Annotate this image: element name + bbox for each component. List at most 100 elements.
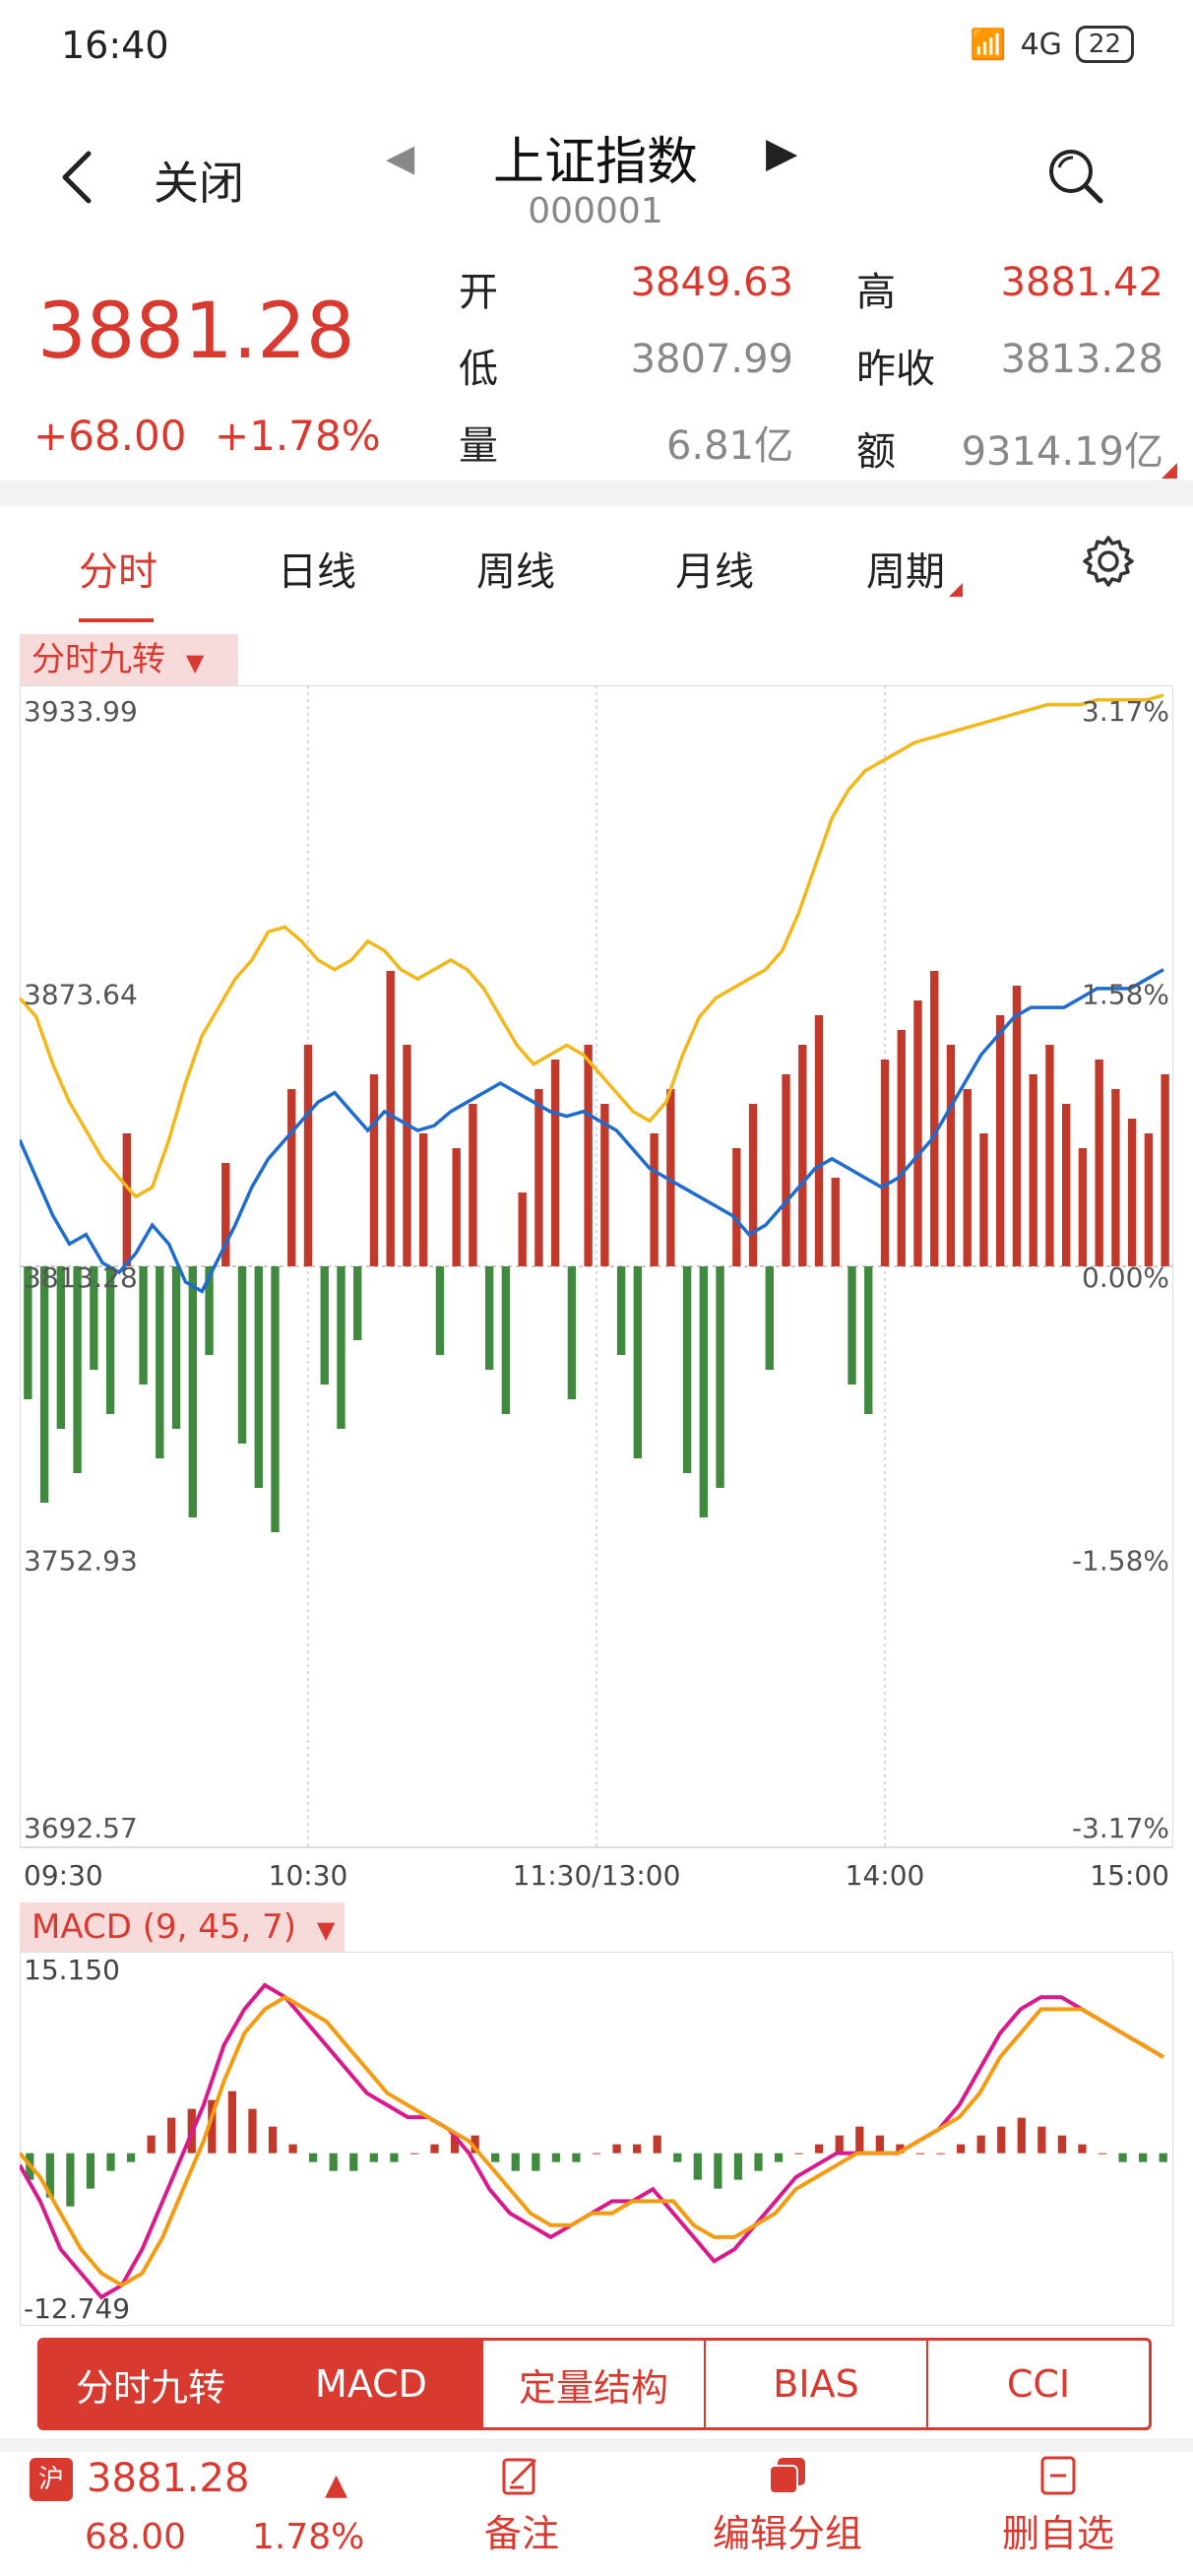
volume-bar bbox=[880, 1060, 890, 1266]
tab-intraday[interactable]: 分时 bbox=[79, 549, 157, 595]
indicator-selector-main[interactable]: 分时九转 ▼ bbox=[20, 634, 238, 685]
current-price: 3881.28 bbox=[37, 288, 355, 376]
section-divider bbox=[0, 481, 1193, 506]
period-corner-icon bbox=[949, 583, 963, 597]
tab-daily[interactable]: 日线 bbox=[278, 549, 356, 595]
volume-bar bbox=[73, 1266, 82, 1473]
ind-tab-ninerev[interactable]: 分时九转 bbox=[40, 2341, 261, 2427]
volume-bar bbox=[386, 971, 395, 1266]
low-value: 3807.99 bbox=[630, 337, 793, 382]
volume-bar bbox=[1029, 1074, 1037, 1266]
volume-bar bbox=[156, 1266, 164, 1458]
volume-bar bbox=[254, 1266, 263, 1488]
ind-tab-macd[interactable]: MACD bbox=[261, 2341, 481, 2427]
x-tick: 10:30 bbox=[269, 1859, 348, 1892]
macd-bar bbox=[390, 2153, 399, 2162]
macd-bar bbox=[288, 2144, 297, 2154]
volume-bar bbox=[550, 1060, 560, 1266]
volume-bar bbox=[798, 1045, 807, 1266]
macd-chart[interactable]: 15.150 -12.749 bbox=[20, 1952, 1173, 2326]
ind-tab-structure[interactable]: 定量结构 bbox=[481, 2341, 704, 2427]
open-label: 开 bbox=[459, 270, 498, 315]
prev-close-value: 3813.28 bbox=[1000, 337, 1163, 382]
tab-monthly[interactable]: 月线 bbox=[675, 549, 754, 595]
bottom-change: 68.00 bbox=[85, 2517, 187, 2557]
tab-period[interactable]: 周期 bbox=[866, 549, 945, 595]
battery-indicator: 22 bbox=[1075, 26, 1134, 63]
volume-bar bbox=[1111, 1089, 1120, 1266]
macd-bar bbox=[227, 2091, 237, 2154]
edit-group-icon bbox=[769, 2458, 805, 2494]
macd-bar bbox=[106, 2153, 115, 2171]
search-icon[interactable] bbox=[1045, 146, 1106, 207]
volume-bar bbox=[237, 1266, 247, 1444]
remove-watchlist-button[interactable]: 删自选 bbox=[994, 2454, 1122, 2557]
next-stock-arrow-icon[interactable]: ▶ bbox=[766, 128, 798, 176]
status-icons: 📶 4G 22 bbox=[970, 26, 1134, 63]
status-bar: 16:40 📶 4G 22 bbox=[0, 0, 1193, 98]
y-right-tick: 0.00% bbox=[1082, 1261, 1169, 1294]
volume-bar bbox=[534, 1089, 543, 1266]
note-button[interactable]: 备注 bbox=[463, 2454, 581, 2557]
volume-bar bbox=[650, 1133, 659, 1266]
macd-bar bbox=[653, 2135, 661, 2154]
volume-bar bbox=[666, 1089, 675, 1266]
volume-bar bbox=[205, 1266, 214, 1355]
macd-bar bbox=[309, 2153, 318, 2162]
gear-icon[interactable] bbox=[1079, 532, 1138, 591]
up-arrow-icon: ▲ bbox=[325, 2468, 348, 2502]
y-left-tick: 3933.99 bbox=[24, 695, 138, 728]
macd-bar bbox=[208, 2099, 217, 2154]
back-icon[interactable] bbox=[57, 148, 96, 207]
intraday-chart[interactable]: 3933.99 3873.64 3813.28 3752.93 3692.57 3.17%… bbox=[20, 685, 1173, 1897]
macd-bar bbox=[551, 2153, 560, 2162]
volume-bar bbox=[39, 1266, 49, 1503]
indicator-selector-macd[interactable]: MACD (9, 45, 7) ▼ bbox=[20, 1902, 345, 1952]
price-change: +68.00 bbox=[33, 412, 187, 460]
volume-bar bbox=[748, 1104, 758, 1266]
note-label: 备注 bbox=[483, 2512, 559, 2555]
volume-bar bbox=[963, 1089, 972, 1266]
high-value: 3881.42 bbox=[1000, 260, 1163, 305]
bottom-price: 3881.28 bbox=[87, 2456, 250, 2501]
volume-bar bbox=[56, 1266, 66, 1429]
expand-corner-icon[interactable] bbox=[1162, 463, 1177, 479]
volume-bar bbox=[699, 1266, 709, 1517]
close-button[interactable]: 关闭 bbox=[154, 157, 244, 210]
prev-stock-arrow-icon[interactable]: ◀ bbox=[386, 136, 415, 179]
macd-bar bbox=[855, 2126, 864, 2154]
volume-bar bbox=[287, 1089, 296, 1266]
volume-bar bbox=[600, 1104, 609, 1266]
volume-bar bbox=[188, 1266, 197, 1517]
macd-bar bbox=[1118, 2153, 1127, 2162]
ind-tab-cci[interactable]: CCI bbox=[926, 2341, 1149, 2427]
volume-bar bbox=[567, 1266, 577, 1399]
price-change-pct: +1.78% bbox=[215, 412, 381, 460]
indicator-selector-macd-label: MACD (9, 45, 7) bbox=[31, 1907, 297, 1947]
macd-max-tick: 15.150 bbox=[24, 1954, 120, 1986]
dropdown-triangle-icon: ▼ bbox=[316, 1916, 336, 1944]
ind-tab-bias[interactable]: BIAS bbox=[704, 2341, 926, 2427]
x-tick: 09:30 bbox=[24, 1859, 103, 1892]
y-left-tick: 3813.28 bbox=[24, 1261, 138, 1294]
volume-bar bbox=[171, 1266, 181, 1429]
volume-bar bbox=[584, 1045, 593, 1266]
volume-bar bbox=[1061, 1104, 1071, 1266]
tab-weekly[interactable]: 周线 bbox=[476, 549, 555, 595]
network-label: 4G bbox=[1020, 27, 1062, 62]
macd-bar bbox=[875, 2135, 884, 2154]
volume-bar bbox=[897, 1030, 906, 1266]
bottom-divider bbox=[0, 2438, 1193, 2452]
volume-bar bbox=[996, 1015, 1005, 1266]
edit-group-button[interactable]: 编辑分组 bbox=[699, 2454, 876, 2557]
macd-bar bbox=[450, 2135, 460, 2154]
remove-watchlist-label: 删自选 bbox=[1001, 2512, 1114, 2555]
remove-icon bbox=[1040, 2456, 1076, 2495]
y-right-tick: 1.58% bbox=[1082, 979, 1169, 1011]
macd-bar bbox=[774, 2153, 784, 2162]
page-title: 上证指数 bbox=[492, 133, 698, 192]
volume-bar bbox=[337, 1266, 345, 1429]
volume-bar bbox=[1012, 986, 1022, 1266]
macd-bar bbox=[714, 2153, 722, 2189]
volume-bar bbox=[979, 1133, 988, 1266]
